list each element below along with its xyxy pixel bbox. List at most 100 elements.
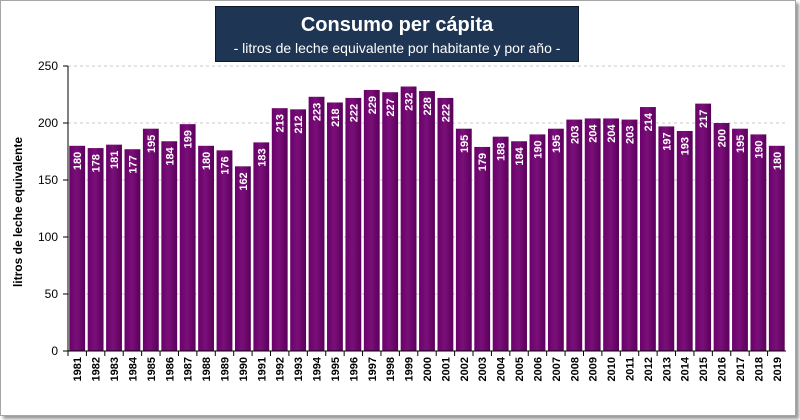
bar [750,134,767,351]
x-tick-label: 1985 [146,357,158,381]
bar [216,150,233,351]
data-label: 183 [256,148,268,166]
bar [198,145,214,351]
data-label: 222 [440,104,452,122]
x-tick-label: 1986 [164,357,176,381]
bar [400,86,417,352]
data-label: 199 [183,130,195,148]
x-tick-label: 2002 [459,357,471,381]
bar [732,128,748,351]
x-tick-label: 2007 [551,357,563,381]
x-tick-label: 2004 [496,356,508,381]
bar [345,97,362,351]
data-label: 179 [477,153,489,171]
bar [234,166,251,351]
x-tick-label: 1999 [404,357,416,381]
y-tick-label: 250 [38,59,58,73]
x-tick-label: 1995 [330,357,342,381]
bar [621,119,638,351]
x-tick-label: 1983 [109,357,121,381]
x-tick-label: 2001 [440,357,452,381]
data-label: 184 [514,146,526,165]
bar [363,89,380,351]
y-tick-label: 200 [38,116,58,130]
bar [87,148,104,351]
bar [474,146,491,351]
data-label: 190 [532,140,544,158]
x-tick-label: 1994 [312,356,324,381]
x-tick-label: 1988 [201,357,213,381]
bar [492,136,509,351]
axes [67,66,786,352]
data-label: 227 [385,98,397,116]
chart-title-box: Consumo per cápita - litros de leche equ… [215,6,579,62]
x-tick-label: 2008 [569,357,581,381]
x-tick-label: 2017 [735,357,747,381]
data-label: 195 [551,135,563,153]
x-tick-label: 2015 [698,357,710,381]
bar [179,124,196,351]
data-label: 203 [569,126,581,144]
x-tick-label: 1997 [367,357,379,381]
bar [161,141,178,351]
x-tick-label: 2013 [661,357,673,381]
data-label: 195 [146,135,158,153]
bar [253,142,270,351]
bar [437,97,454,351]
data-labels: 180 178 181 177 195 184 199 180 176 162 183 213 212 2… [72,93,784,191]
data-label: 232 [404,93,416,111]
x-tick-label: 1990 [238,357,250,381]
chart-subtitle: - litros de leche equivalente por habita… [233,40,561,56]
y-axis-label: litros de leche equivalente [11,137,25,287]
y-axis-ticks: 0 50 100 150 200 250 [38,59,68,358]
bar [142,128,159,351]
x-tick-label: 1989 [219,357,231,381]
data-label: 197 [661,132,673,150]
bar [106,144,122,351]
x-tick-label: 2009 [588,357,600,381]
data-label: 162 [238,172,250,190]
data-label: 177 [127,155,139,173]
y-tick-label: 100 [38,230,58,244]
x-tick-label: 1981 [72,357,84,381]
bar [547,128,564,351]
x-tick-label: 1992 [275,357,287,381]
x-tick-label: 2006 [532,357,544,381]
x-tick-label: 1987 [183,357,195,381]
data-label: 184 [164,146,176,165]
data-label: 178 [91,154,103,172]
bars [69,86,785,352]
bar [566,119,583,351]
x-tick-label: 2019 [772,357,784,381]
data-label: 181 [109,151,121,169]
bar [511,141,527,351]
x-tick-label: 2016 [717,357,729,381]
x-tick-label: 2014 [680,356,692,381]
data-label: 214 [643,112,655,131]
x-tick-label: 2005 [514,357,526,381]
data-label: 180 [201,152,213,170]
x-tick-label: 1993 [293,357,305,381]
x-tick-label: 1984 [127,356,139,381]
data-label: 204 [588,124,600,143]
bar [69,145,86,351]
x-tick-label: 1982 [91,357,103,381]
data-label: 195 [459,135,471,153]
data-label: 228 [422,97,434,115]
bar [327,102,343,351]
bar [419,91,435,351]
y-tick-label: 150 [38,173,58,187]
x-tick-label: 2011 [625,357,637,381]
bar [382,92,399,351]
x-tick-label: 2012 [643,357,655,381]
data-label: 213 [275,114,287,132]
data-label: 180 [772,152,784,170]
data-label: 193 [680,137,692,155]
bar [308,96,325,351]
data-label: 190 [753,140,765,158]
bar [603,118,620,351]
data-label: 203 [625,126,637,144]
x-tick-label: 2000 [422,357,434,381]
y-tick-label: 0 [51,344,58,358]
